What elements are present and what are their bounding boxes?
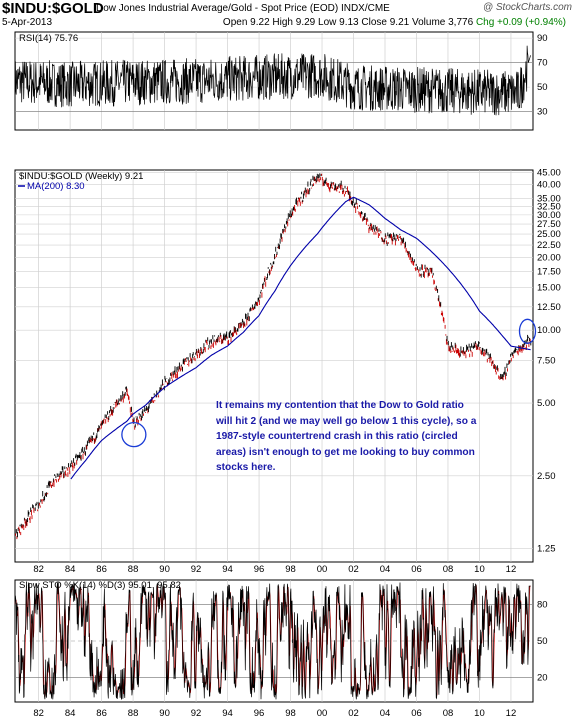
price-tick-label: 15.00 <box>537 283 561 294</box>
price-tick-label: 30.00 <box>537 210 561 221</box>
x-tick-label-price: 06 <box>411 564 422 575</box>
symbol-title: $INDU:$GOLD <box>2 0 104 17</box>
x-tick-label-sto: 88 <box>128 708 139 719</box>
x-tick-label-sto: 90 <box>159 708 170 719</box>
price-tick-label: 35.00 <box>537 194 561 205</box>
x-tick-label-price: 96 <box>254 564 265 575</box>
price-tick-label: 1.25 <box>537 544 556 555</box>
x-tick-label-price: 98 <box>285 564 296 575</box>
x-tick-label-price: 12 <box>506 564 517 575</box>
x-tick-label-sto: 04 <box>380 708 391 719</box>
brand-logo: @ StockCharts.com <box>482 2 572 13</box>
price-legend: $INDU:$GOLD (Weekly) 9.21 <box>19 171 143 182</box>
x-tick-label-price: 92 <box>191 564 202 575</box>
price-tick-label: 22.50 <box>537 240 561 251</box>
rsi-tick-label: 50 <box>537 82 548 93</box>
price-tick-label: 12.50 <box>537 302 561 313</box>
x-tick-label-sto: 98 <box>285 708 296 719</box>
x-tick-label-price: 04 <box>380 564 391 575</box>
x-tick-label-sto: 10 <box>474 708 485 719</box>
x-tick-label-sto: 82 <box>33 708 44 719</box>
x-tick-label-price: 10 <box>474 564 485 575</box>
x-tick-label-sto: 12 <box>506 708 517 719</box>
sto-tick-label: 20 <box>537 673 548 684</box>
x-tick-label-price: 94 <box>222 564 233 575</box>
description-text: Dow Jones Industrial Average/Gold - Spot… <box>96 3 339 14</box>
price-tick-label: 20.00 <box>537 252 561 263</box>
x-tick-label-price: 08 <box>443 564 454 575</box>
high-value: High 9.29 <box>272 17 316 28</box>
change-value: Chg +0.09 (+0.94%) <box>475 17 566 28</box>
x-tick-label-sto: 00 <box>317 708 328 719</box>
ohlc-readout: Open 9.22 High 9.29 Low 9.13 Close 9.21 … <box>223 17 566 28</box>
price-tick-label: 25.00 <box>537 229 561 240</box>
x-tick-label-price: 88 <box>128 564 139 575</box>
x-tick-label-sto: 92 <box>191 708 202 719</box>
circle-1987-crash <box>121 421 147 448</box>
symbol-description: Dow Jones Industrial Average/Gold - Spot… <box>96 3 390 14</box>
ma-200-line <box>70 196 531 480</box>
x-tick-label-price: 00 <box>317 564 328 575</box>
exchange-text: INDX/CME <box>340 3 390 14</box>
circle-2013-area <box>518 318 537 344</box>
open-value: Open 9.22 <box>222 17 270 28</box>
price-tick-label: 17.50 <box>537 266 561 277</box>
x-tick-label-sto: 84 <box>65 708 76 719</box>
chart-header: $INDU:$GOLD Dow Jones Industrial Average… <box>0 0 576 30</box>
sto-k-line <box>14 582 531 700</box>
x-tick-label-price: 02 <box>348 564 359 575</box>
price-tick-label: 45.00 <box>537 167 561 178</box>
rsi-tick-label: 90 <box>537 33 548 44</box>
sto-tick-label: 80 <box>537 599 548 610</box>
x-tick-label-sto: 96 <box>254 708 265 719</box>
rsi-tick-label: 70 <box>537 58 548 69</box>
low-value: Low 9.13 <box>318 17 359 28</box>
x-tick-label-sto: 86 <box>96 708 107 719</box>
chart-date: 5-Apr-2013 <box>2 17 53 28</box>
rsi-legend: RSI(14) 75.76 <box>19 33 78 44</box>
price-tick-label: 32.50 <box>537 201 561 212</box>
price-tick-label: 10.00 <box>537 325 561 336</box>
rsi-tick-label: 30 <box>537 107 548 118</box>
x-tick-label-price: 82 <box>33 564 44 575</box>
ma-legend: MA(200) 8.30 <box>27 181 85 192</box>
price-tick-label: 2.50 <box>537 471 556 482</box>
x-tick-label-price: 90 <box>159 564 170 575</box>
x-tick-label-sto: 94 <box>222 708 233 719</box>
x-tick-label-sto: 08 <box>443 708 454 719</box>
price-tick-label: 7.50 <box>537 355 556 366</box>
price-tick-label: 40.00 <box>537 180 561 191</box>
price-bars <box>14 173 532 540</box>
x-tick-label-sto: 06 <box>411 708 422 719</box>
annotation-text: It remains my contention that the Dow to… <box>216 400 477 474</box>
rsi-line <box>14 45 531 116</box>
close-value: Close 9.21 <box>361 17 410 28</box>
x-tick-label-price: 86 <box>96 564 107 575</box>
x-tick-label-sto: 02 <box>348 708 359 719</box>
sto-tick-label: 50 <box>537 636 548 647</box>
price-panel-frame <box>14 169 534 563</box>
sto-legend: Slow STO %K(14) %D(3) 95.01, 95.82 <box>19 580 181 591</box>
price-tick-label: 27.50 <box>537 219 561 230</box>
volume-value: Volume 3,776 <box>411 17 474 28</box>
x-tick-label-price: 84 <box>65 564 76 575</box>
price-tick-label: 5.00 <box>537 398 556 409</box>
